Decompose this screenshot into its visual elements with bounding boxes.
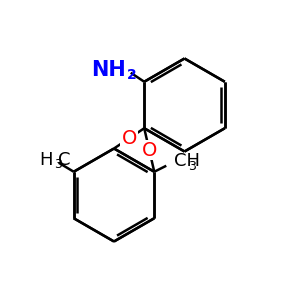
Text: 2: 2 <box>127 68 136 82</box>
Text: NH: NH <box>92 60 126 80</box>
Text: CH: CH <box>174 152 200 170</box>
Text: 3: 3 <box>54 158 62 171</box>
Text: C: C <box>58 151 70 169</box>
Text: O: O <box>122 129 137 148</box>
Text: O: O <box>142 140 157 160</box>
Text: H: H <box>39 151 53 169</box>
Text: 3: 3 <box>188 160 196 172</box>
